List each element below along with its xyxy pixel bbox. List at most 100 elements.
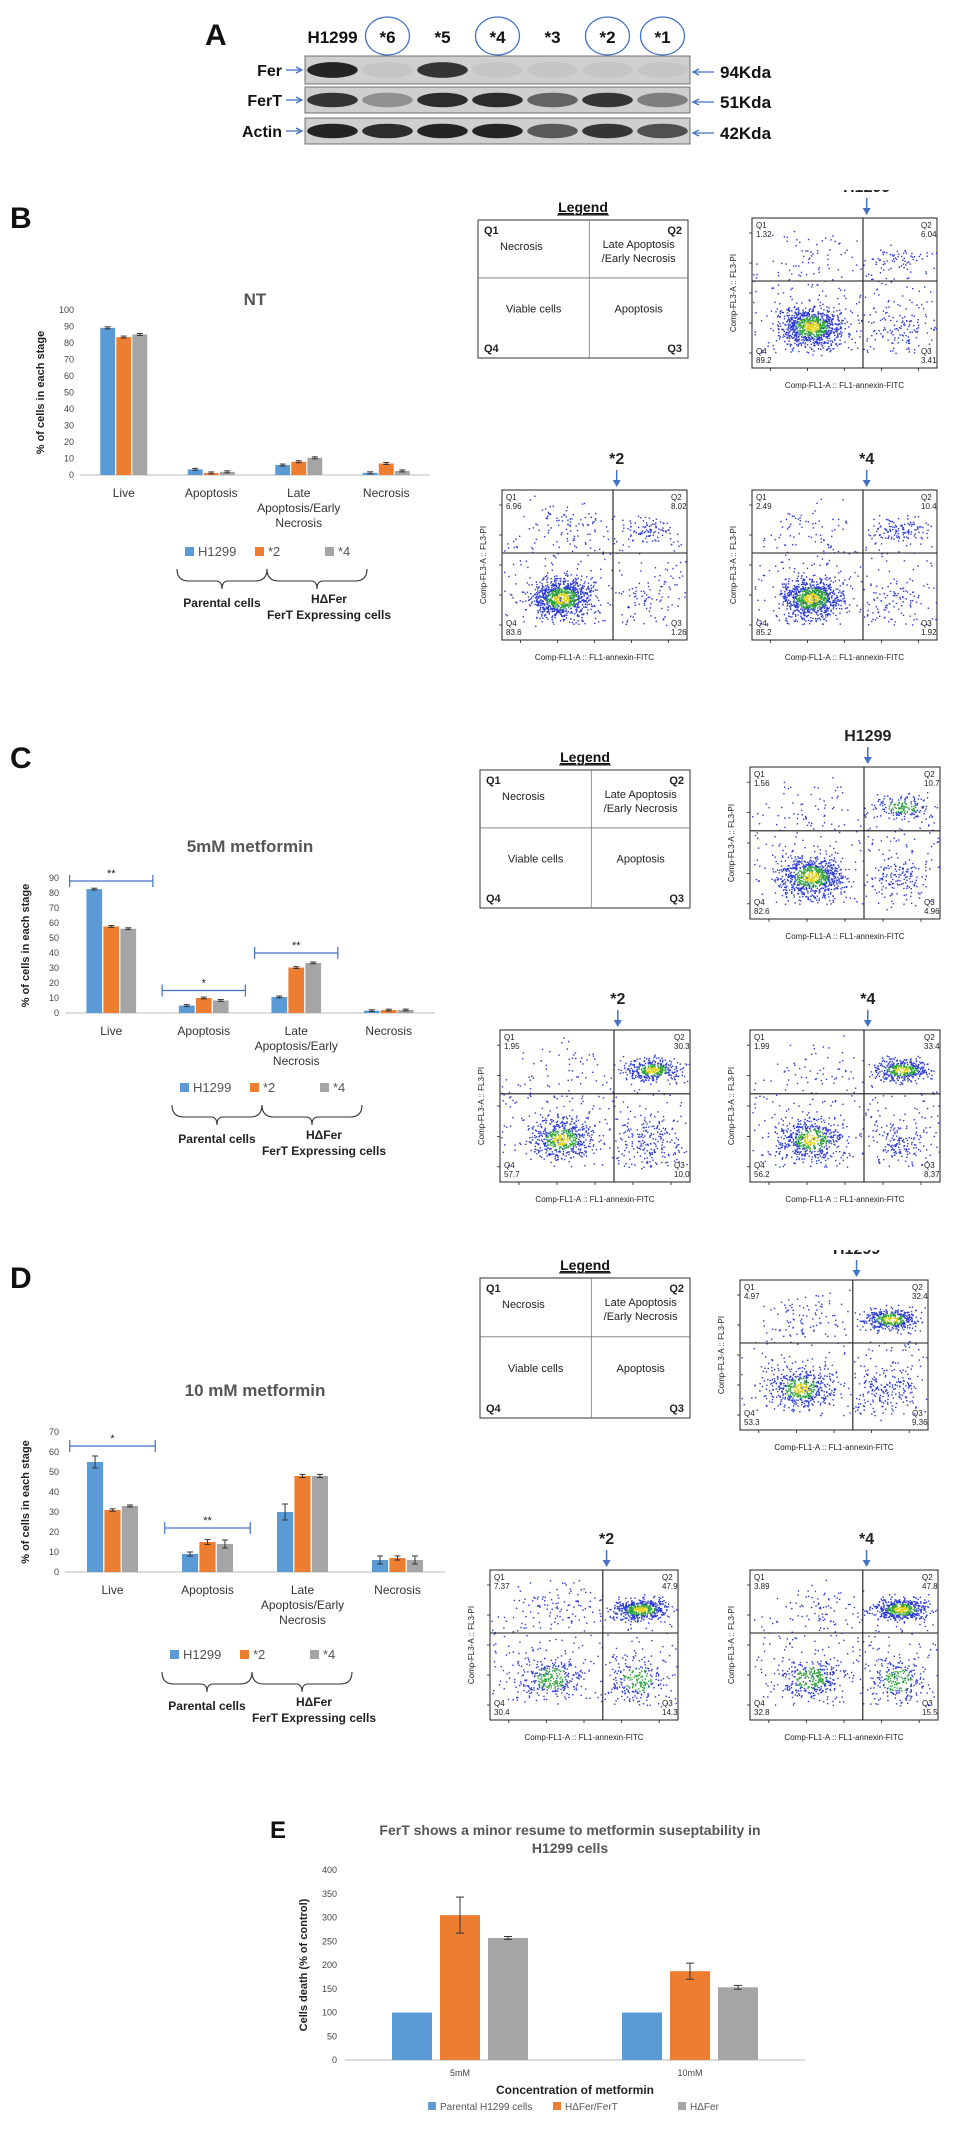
legend-necrosis: Necrosis xyxy=(502,791,545,803)
flow-event xyxy=(663,530,664,531)
flow-event xyxy=(808,869,809,870)
flow-event xyxy=(560,620,561,621)
flow-event xyxy=(807,333,808,334)
legend-label: *2 xyxy=(263,1080,275,1095)
flow-event xyxy=(867,610,868,611)
flow-event xyxy=(821,336,822,337)
flow-event xyxy=(646,598,647,599)
flow-event xyxy=(807,609,808,610)
flow-event xyxy=(856,240,857,241)
flow-event xyxy=(832,329,833,330)
flow-event xyxy=(896,535,897,536)
flow-event xyxy=(909,524,910,525)
flow-event xyxy=(810,617,811,618)
flow-event xyxy=(504,591,505,592)
flow-event xyxy=(791,315,792,316)
flow-event xyxy=(801,617,802,618)
flow-event xyxy=(787,869,788,870)
flow-event xyxy=(799,870,800,871)
flow-event xyxy=(867,350,868,351)
flow-event xyxy=(849,333,850,334)
flow-event xyxy=(571,591,572,592)
flow-event xyxy=(929,344,930,345)
flow-event xyxy=(816,867,817,868)
flow-event xyxy=(553,603,554,604)
flow-event xyxy=(793,896,794,897)
flow-event xyxy=(808,605,809,606)
flow-event xyxy=(623,524,624,525)
flow-event xyxy=(795,615,796,616)
flow-event xyxy=(795,338,796,339)
flow-event xyxy=(812,605,813,606)
flow-event xyxy=(795,328,796,329)
flow-event xyxy=(792,317,793,318)
flow-event xyxy=(816,333,817,334)
flow-event xyxy=(783,890,784,891)
flow-event xyxy=(803,597,804,598)
flow-event xyxy=(616,541,617,542)
flow-event xyxy=(574,545,575,546)
flow-event xyxy=(818,863,819,864)
flow-event xyxy=(863,349,864,350)
flow-event xyxy=(919,256,920,257)
flow-event xyxy=(918,327,919,328)
flow-event xyxy=(556,520,557,521)
flow-event xyxy=(790,351,791,352)
flow-event xyxy=(566,592,567,593)
flow-event xyxy=(892,529,893,530)
flow-event xyxy=(629,520,630,521)
y-tick-label: 40 xyxy=(49,948,59,958)
flow-event xyxy=(790,616,791,617)
flow-event xyxy=(798,610,799,611)
flow-event xyxy=(844,598,845,599)
flow-event xyxy=(609,604,610,605)
flow-event xyxy=(819,869,820,870)
flow-event xyxy=(797,600,798,601)
flow-event xyxy=(800,609,801,610)
flow-event xyxy=(892,526,893,527)
row-label: Fer xyxy=(257,63,282,80)
flow-event xyxy=(859,611,860,612)
flow-event xyxy=(653,532,654,533)
flow-event xyxy=(561,532,562,533)
flow-event xyxy=(814,587,815,588)
flow-event xyxy=(903,587,904,588)
flow-event xyxy=(822,526,823,527)
flow-event xyxy=(913,569,914,570)
flow-event xyxy=(882,588,883,589)
flow-event xyxy=(802,598,803,599)
flow-event xyxy=(786,890,787,891)
flow-event xyxy=(548,610,549,611)
flow-event xyxy=(892,260,893,261)
flow-event xyxy=(829,862,830,863)
flow-event xyxy=(822,602,823,603)
flow-event xyxy=(894,325,895,326)
flow-event xyxy=(801,601,802,602)
flow-event xyxy=(849,604,850,605)
flow-event xyxy=(793,320,794,321)
flow-event xyxy=(636,532,637,533)
flow-event xyxy=(787,586,788,587)
flow-event xyxy=(832,235,833,236)
flow-event xyxy=(621,574,622,575)
flow-event xyxy=(796,580,797,581)
flow-event xyxy=(833,883,834,884)
flow-event xyxy=(585,606,586,607)
flow-event xyxy=(583,586,584,587)
flow-event xyxy=(914,529,915,530)
flow-event xyxy=(820,619,821,620)
flow-event xyxy=(546,602,547,603)
flow-event xyxy=(834,875,835,876)
flow-event xyxy=(840,571,841,572)
flow-event xyxy=(511,595,512,596)
flow-event xyxy=(590,547,591,548)
flow-event xyxy=(833,348,834,349)
flow-event xyxy=(812,887,813,888)
flow-event xyxy=(906,348,907,349)
flow-event xyxy=(795,858,796,859)
flow-event xyxy=(542,596,543,597)
legend-label: *4 xyxy=(333,1080,345,1095)
flow-event xyxy=(671,604,672,605)
flow-event xyxy=(821,596,822,597)
